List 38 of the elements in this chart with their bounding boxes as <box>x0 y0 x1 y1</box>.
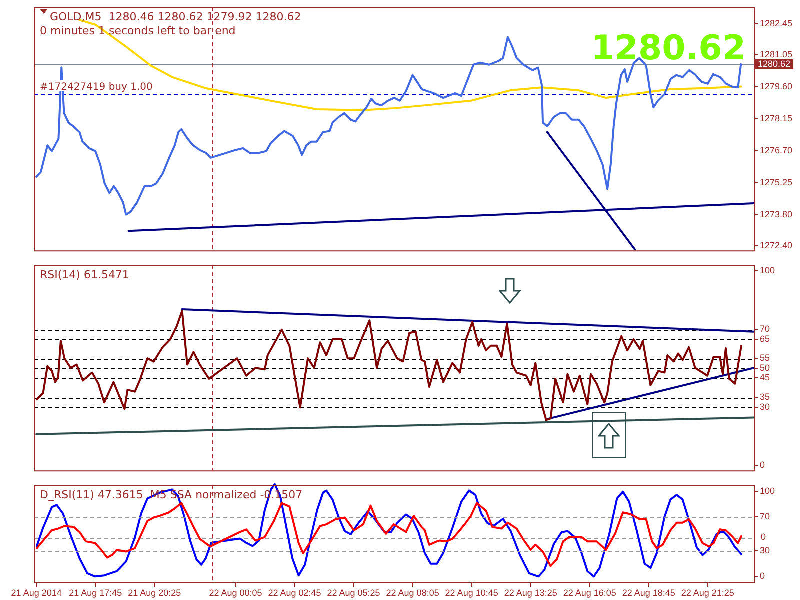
y-tick-label: 1278.15 <box>760 114 793 124</box>
x-tick-label: 22 Aug 08:05 <box>386 588 440 598</box>
x-tick-label: 22 Aug 13:25 <box>504 588 558 598</box>
y-tick-label: 70 <box>760 324 770 334</box>
chart-title: RSI(14) 61.5471 <box>40 268 130 282</box>
x-tick-label: 21 Aug 20:25 <box>128 588 182 598</box>
y-tick-label: 1281.05 <box>760 49 793 60</box>
ref-line-label: #172427419 buy 1.00 <box>40 82 153 93</box>
y-tick-label: 55 <box>760 353 770 364</box>
y-tick-label: 30 <box>760 402 770 412</box>
y-tick-label: 1276.70 <box>760 146 793 156</box>
x-tick-label: 21 Aug 17:45 <box>69 588 122 598</box>
x-tick-label: 22 Aug 02:45 <box>268 588 322 598</box>
x-tick-label: 22 Aug 10:45 <box>445 588 498 598</box>
x-tick-label: 22 Aug 21:25 <box>681 588 734 598</box>
y-tick-label: 50 <box>760 362 770 373</box>
y-tick-label: 30 <box>760 545 770 556</box>
y-tick-label: 1279.60 <box>760 81 793 92</box>
y-tick-label: 1282.45 <box>760 18 793 28</box>
x-tick-label: 21 Aug 2014 <box>11 588 62 598</box>
x-tick-label: 22 Aug 16:05 <box>563 588 616 598</box>
y-tick-label: 35 <box>760 392 770 402</box>
x-tick-label: 22 Aug 05:25 <box>327 588 380 598</box>
y-tick-label: 65 <box>760 334 770 344</box>
x-tick-label: 22 Aug 00:05 <box>209 588 262 598</box>
y-tick-label: 0 <box>760 570 766 581</box>
annotation: 1280.62 <box>591 28 746 68</box>
y-tick-label: 100 <box>760 266 776 276</box>
y-tick-label: 70 <box>760 511 770 522</box>
y-tick-label: 1272.40 <box>760 240 793 251</box>
x-tick-label: 22 Aug 18:45 <box>622 588 676 598</box>
y-tick-label: 1273.80 <box>760 210 793 220</box>
y-tick-label: 0 <box>760 460 766 470</box>
y-tick-label: 100 <box>760 486 776 496</box>
y-tick-label: 45 <box>760 372 770 383</box>
chart-title: GOLD,M5 1280.46 1280.62 1279.92 1280.62 <box>50 10 302 24</box>
y-tick-label: 1275.25 <box>760 178 793 188</box>
ref-line-label: 1280.62 <box>758 58 791 69</box>
